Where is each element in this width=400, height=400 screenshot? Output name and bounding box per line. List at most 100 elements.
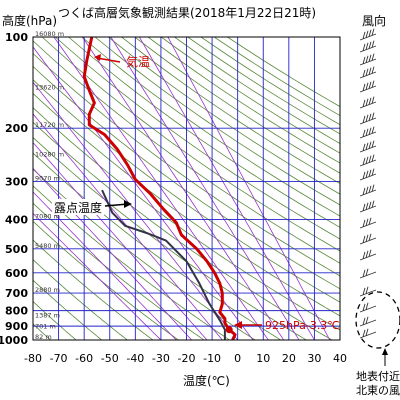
dry-adiabat [81, 37, 340, 217]
wind-barb [359, 96, 377, 109]
wind-column-title: 風向 [362, 13, 386, 28]
moist-adiabat [139, 37, 315, 340]
wind-barb [359, 80, 377, 93]
wind-barb [359, 233, 377, 245]
y-tick-label: 100 [5, 31, 28, 44]
dewpoint-label-bg [52, 199, 104, 215]
wind-barb [359, 154, 377, 167]
dry-adiabat [33, 52, 340, 277]
moist-adiabat [33, 46, 254, 340]
point-label: 925hPa-3.3℃ [265, 319, 340, 332]
y-tick-label: 600 [5, 267, 28, 280]
height-label: 82 m [35, 333, 52, 341]
point-annotation: 925hPa-3.3℃ [234, 319, 340, 332]
moist-adiabat [110, 37, 300, 340]
dry-adiabat [174, 37, 340, 144]
wind-barb [359, 53, 377, 66]
moist-adiabat [53, 37, 269, 340]
height-label: 7080 m [35, 212, 60, 220]
dry-adiabat [33, 168, 256, 340]
wind-barb [359, 249, 377, 261]
temp-annotation-arrowhead [94, 54, 101, 61]
dry-adiabat [33, 259, 128, 340]
dewpoint-annotation: 露点温度 [52, 199, 132, 215]
dry-adiabat [33, 239, 154, 340]
dewpoint-label: 露点温度 [54, 200, 102, 215]
wind-barb [359, 268, 377, 279]
height-label: 9070 m [35, 175, 60, 183]
wind-barb [359, 140, 377, 153]
axis-ticks: -80 -70 -60 -50 -40 -30 -20 -10 0 10 20 30 40 100 200 3… [0, 31, 347, 365]
moist-adiabat [33, 113, 223, 340]
surface-wind-highlight [355, 291, 400, 349]
x-tick-label: -10 [203, 352, 221, 365]
y-tick-label: 1000 [0, 334, 28, 347]
dry-adiabat [33, 107, 340, 331]
dry-adiabat [108, 37, 340, 195]
dry-adiabat [33, 40, 340, 264]
plot-frame [32, 36, 341, 341]
dry-adiabat [134, 37, 340, 174]
height-label: 5480 m [35, 242, 60, 250]
dry-adiabat [68, 37, 340, 228]
temp-annotation-line [96, 57, 121, 63]
y-tick-label: 400 [5, 213, 28, 226]
height-label: 2880 m [35, 286, 60, 294]
y-tick-label: 900 [5, 320, 28, 333]
x-tick-label: 20 [282, 352, 296, 365]
dry-adiabat [33, 300, 77, 340]
x-tick-label: -80 [24, 352, 42, 365]
x-tick-label: -50 [101, 352, 119, 365]
x-tick-label: -20 [178, 352, 196, 365]
y-tick-label: 200 [5, 122, 28, 135]
highlight-point [225, 326, 233, 334]
moist-adiabat [33, 191, 177, 340]
wind-barb [359, 184, 377, 197]
wind-barb [359, 168, 377, 181]
x-tick-label: 0 [234, 352, 241, 365]
point-annotation-arrowhead [234, 321, 242, 329]
surface-note-arrowhead [382, 348, 388, 355]
dry-adiabat [33, 202, 205, 340]
wind-barb [359, 328, 377, 339]
moist-adiabat [82, 37, 285, 340]
x-tick-label: 30 [307, 352, 321, 365]
grid-layer [33, 37, 340, 340]
y-tick-label: 300 [5, 176, 28, 189]
x-tick-label: 10 [256, 352, 270, 365]
dry-adiabat [41, 37, 340, 252]
height-label: 1387 m [35, 312, 60, 320]
wind-barb [359, 217, 377, 229]
dry-adiabat [33, 152, 282, 340]
dry-adiabat [55, 37, 340, 240]
y-tick-label: 500 [5, 243, 28, 256]
wind-barb [359, 112, 377, 125]
dry-adiabat [213, 37, 340, 117]
dry-adiabat [147, 37, 340, 164]
moist-adiabat [33, 212, 162, 340]
dry-adiabat [33, 65, 340, 290]
x-tick-label: -30 [152, 352, 170, 365]
height-labels: 16080 m 13620 m 11720 m 10280 m 9070 m 7080 m… [35, 30, 64, 341]
series-layer [82, 37, 237, 340]
wind-barb [359, 200, 377, 213]
dry-adiabat [33, 185, 230, 340]
dry-adiabat [33, 279, 102, 340]
wind-barbs [359, 28, 377, 339]
chart-title: つくば高層気象観測結果(2018年1月22日21時) [58, 5, 316, 20]
x-axis-title: 温度(℃) [183, 373, 230, 388]
temp-label: 気温 [126, 54, 150, 69]
y-tick-label: 800 [5, 305, 28, 318]
height-label: 701 m [35, 323, 56, 331]
x-tick-label: -40 [126, 352, 144, 365]
moist-adiabat [33, 81, 239, 340]
dry-adiabat [33, 220, 179, 340]
surface-wind-note-2: 北東の風 [356, 384, 400, 397]
dewpoint-annotation-arrowhead [124, 200, 132, 208]
wind-barb [359, 302, 377, 313]
wind-barb [359, 126, 377, 139]
dry-adiabat [121, 37, 340, 185]
height-label: 11720 m [35, 121, 64, 129]
surface-wind-note-1: 地表付近は [356, 369, 400, 383]
